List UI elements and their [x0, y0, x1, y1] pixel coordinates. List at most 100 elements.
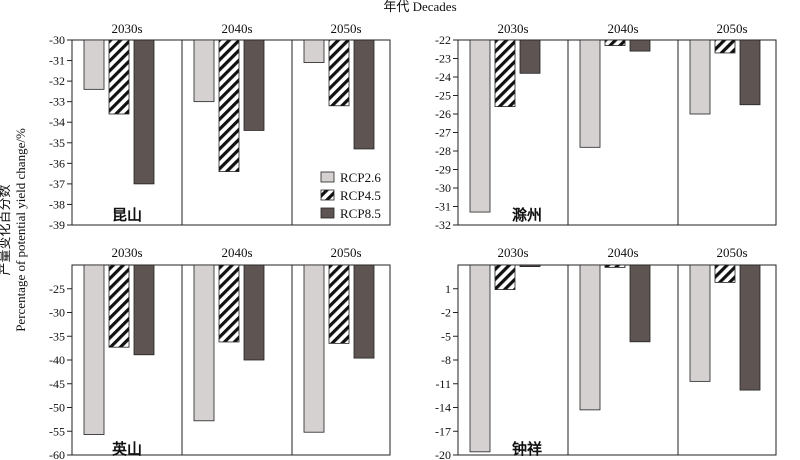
y-tick-label: -35	[49, 136, 65, 150]
bar-rcp85	[353, 264, 375, 359]
y-tick-label: -24	[435, 70, 451, 84]
y-tick-label: -25	[435, 89, 451, 103]
y-tick-label: -34	[49, 115, 65, 129]
bar-rcp26	[469, 39, 491, 213]
legend-swatch-rcp45	[320, 189, 335, 201]
bar-rcp45	[494, 39, 516, 107]
bar-rcp26	[689, 39, 711, 115]
category-label: 2040s	[221, 21, 252, 36]
bar-rcp45	[604, 264, 626, 268]
bar-rcp85	[243, 39, 265, 131]
bar-rcp26	[579, 39, 601, 148]
bar-rcp45	[604, 39, 626, 46]
panel-3: -25 -30 -35 -40 -45 -50 -55 -60 2030s 2040s 2050s 英…	[49, 245, 391, 460]
bar-rcp85	[133, 264, 155, 356]
y-tick-label: -25	[49, 282, 65, 296]
bar-rcp45	[218, 39, 240, 172]
bar-rcp26	[193, 264, 215, 422]
bar-rcp26	[193, 39, 215, 103]
bar-rcp45	[328, 264, 350, 344]
y-tick-label: -20	[435, 448, 451, 460]
bar-rcp45	[328, 39, 350, 107]
category-label: 2050s	[330, 245, 361, 260]
bar-rcp45	[108, 39, 130, 115]
bar-rcp45	[714, 39, 736, 54]
panel-site-label: 英山	[112, 440, 142, 458]
y-tick-label: -17	[435, 424, 451, 438]
y-tick-label: -38	[49, 197, 65, 211]
category-label: 2040s	[221, 245, 252, 260]
y-tick-label: -29	[435, 163, 451, 177]
bar-rcp26	[579, 264, 601, 411]
category-label: 2030s	[497, 245, 528, 260]
y-tick-label: -8	[441, 353, 451, 367]
category-label: 2030s	[111, 245, 142, 260]
panel-site-label: 滁州	[512, 206, 542, 224]
category-label: 2040s	[607, 245, 638, 260]
y-tick-label: -35	[49, 329, 65, 343]
y-axis-title-cn: 产量变化百分数	[0, 184, 12, 275]
y-tick-label: -30	[435, 181, 451, 195]
bar-rcp26	[83, 264, 105, 435]
y-tick-label: -33	[49, 95, 65, 109]
y-tick-label: -55	[49, 424, 65, 438]
category-label: 2030s	[111, 21, 142, 36]
legend-swatch-rcp26	[320, 171, 335, 183]
y-tick-label: -32	[49, 74, 65, 88]
y-tick-label: -31	[435, 200, 451, 214]
y-tick-label: -30	[49, 306, 65, 320]
legend-swatch-rcp85	[320, 207, 335, 219]
y-tick-label: -30	[49, 33, 65, 47]
category-label: 2030s	[497, 21, 528, 36]
bar-rcp85	[629, 264, 651, 343]
y-tick-label: -2	[441, 306, 451, 320]
y-tick-label: -31	[49, 54, 65, 68]
category-label: 2040s	[607, 21, 638, 36]
panel-1: -30 -31 -32 -33 -34 -35 -36 -37 -38 -39 2030s 2040s…	[49, 21, 391, 232]
y-tick-label: -14	[435, 401, 451, 415]
bar-rcp45	[714, 264, 736, 283]
bar-rcp45	[494, 264, 516, 290]
y-tick-label: -36	[49, 156, 65, 170]
bar-rcp85	[739, 39, 761, 106]
bar-rcp45	[218, 264, 240, 343]
legend-label-rcp45: RCP4.5	[340, 188, 381, 203]
bar-rcp26	[303, 264, 325, 433]
y-tick-label: -60	[49, 448, 65, 460]
category-label: 2050s	[716, 245, 747, 260]
bar-rcp45	[108, 264, 130, 348]
y-axis-title-en: Percentage of potential yield change/%	[13, 128, 28, 332]
y-tick-label: -22	[435, 33, 451, 47]
category-label: 2050s	[716, 21, 747, 36]
y-tick-label: -26	[435, 107, 451, 121]
chart-panels: -30 -31 -32 -33 -34 -35 -36 -37 -38 -39 2030s 2040s…	[49, 21, 777, 460]
panel-2: -22 -23 -24 -25 -26 -27 -28 -29 -30 -31 -32 2030s 20…	[435, 21, 777, 232]
figure-top-label: 年代 Decades	[383, 0, 456, 14]
y-tick-label: -32	[435, 218, 451, 232]
bar-rcp26	[469, 264, 491, 453]
panel-frame	[457, 264, 777, 456]
legend: RCP2.6 RCP4.5 RCP8.5	[320, 170, 381, 221]
legend-label-rcp26: RCP2.6	[340, 170, 381, 185]
y-tick-label: -40	[49, 353, 65, 367]
panel-site-label: 昆山	[112, 207, 142, 224]
legend-label-rcp85: RCP8.5	[340, 206, 381, 221]
bar-rcp85	[629, 39, 651, 52]
bar-rcp85	[243, 264, 265, 361]
y-tick-label: -28	[435, 144, 451, 158]
y-tick-label: -50	[49, 401, 65, 415]
bar-rcp85	[519, 39, 541, 74]
y-tick-label: -27	[435, 126, 451, 140]
bar-rcp26	[689, 264, 711, 382]
bar-rcp85	[133, 39, 155, 185]
bar-rcp85	[353, 39, 375, 150]
y-tick-label: 1	[445, 282, 451, 296]
y-tick-label: -39	[49, 218, 65, 232]
y-tick-label: -23	[435, 52, 451, 66]
bar-rcp26	[303, 39, 325, 64]
bar-rcp26	[83, 39, 105, 90]
y-tick-label: -37	[49, 177, 65, 191]
bar-rcp85	[739, 264, 761, 391]
y-tick-label: -45	[49, 377, 65, 391]
